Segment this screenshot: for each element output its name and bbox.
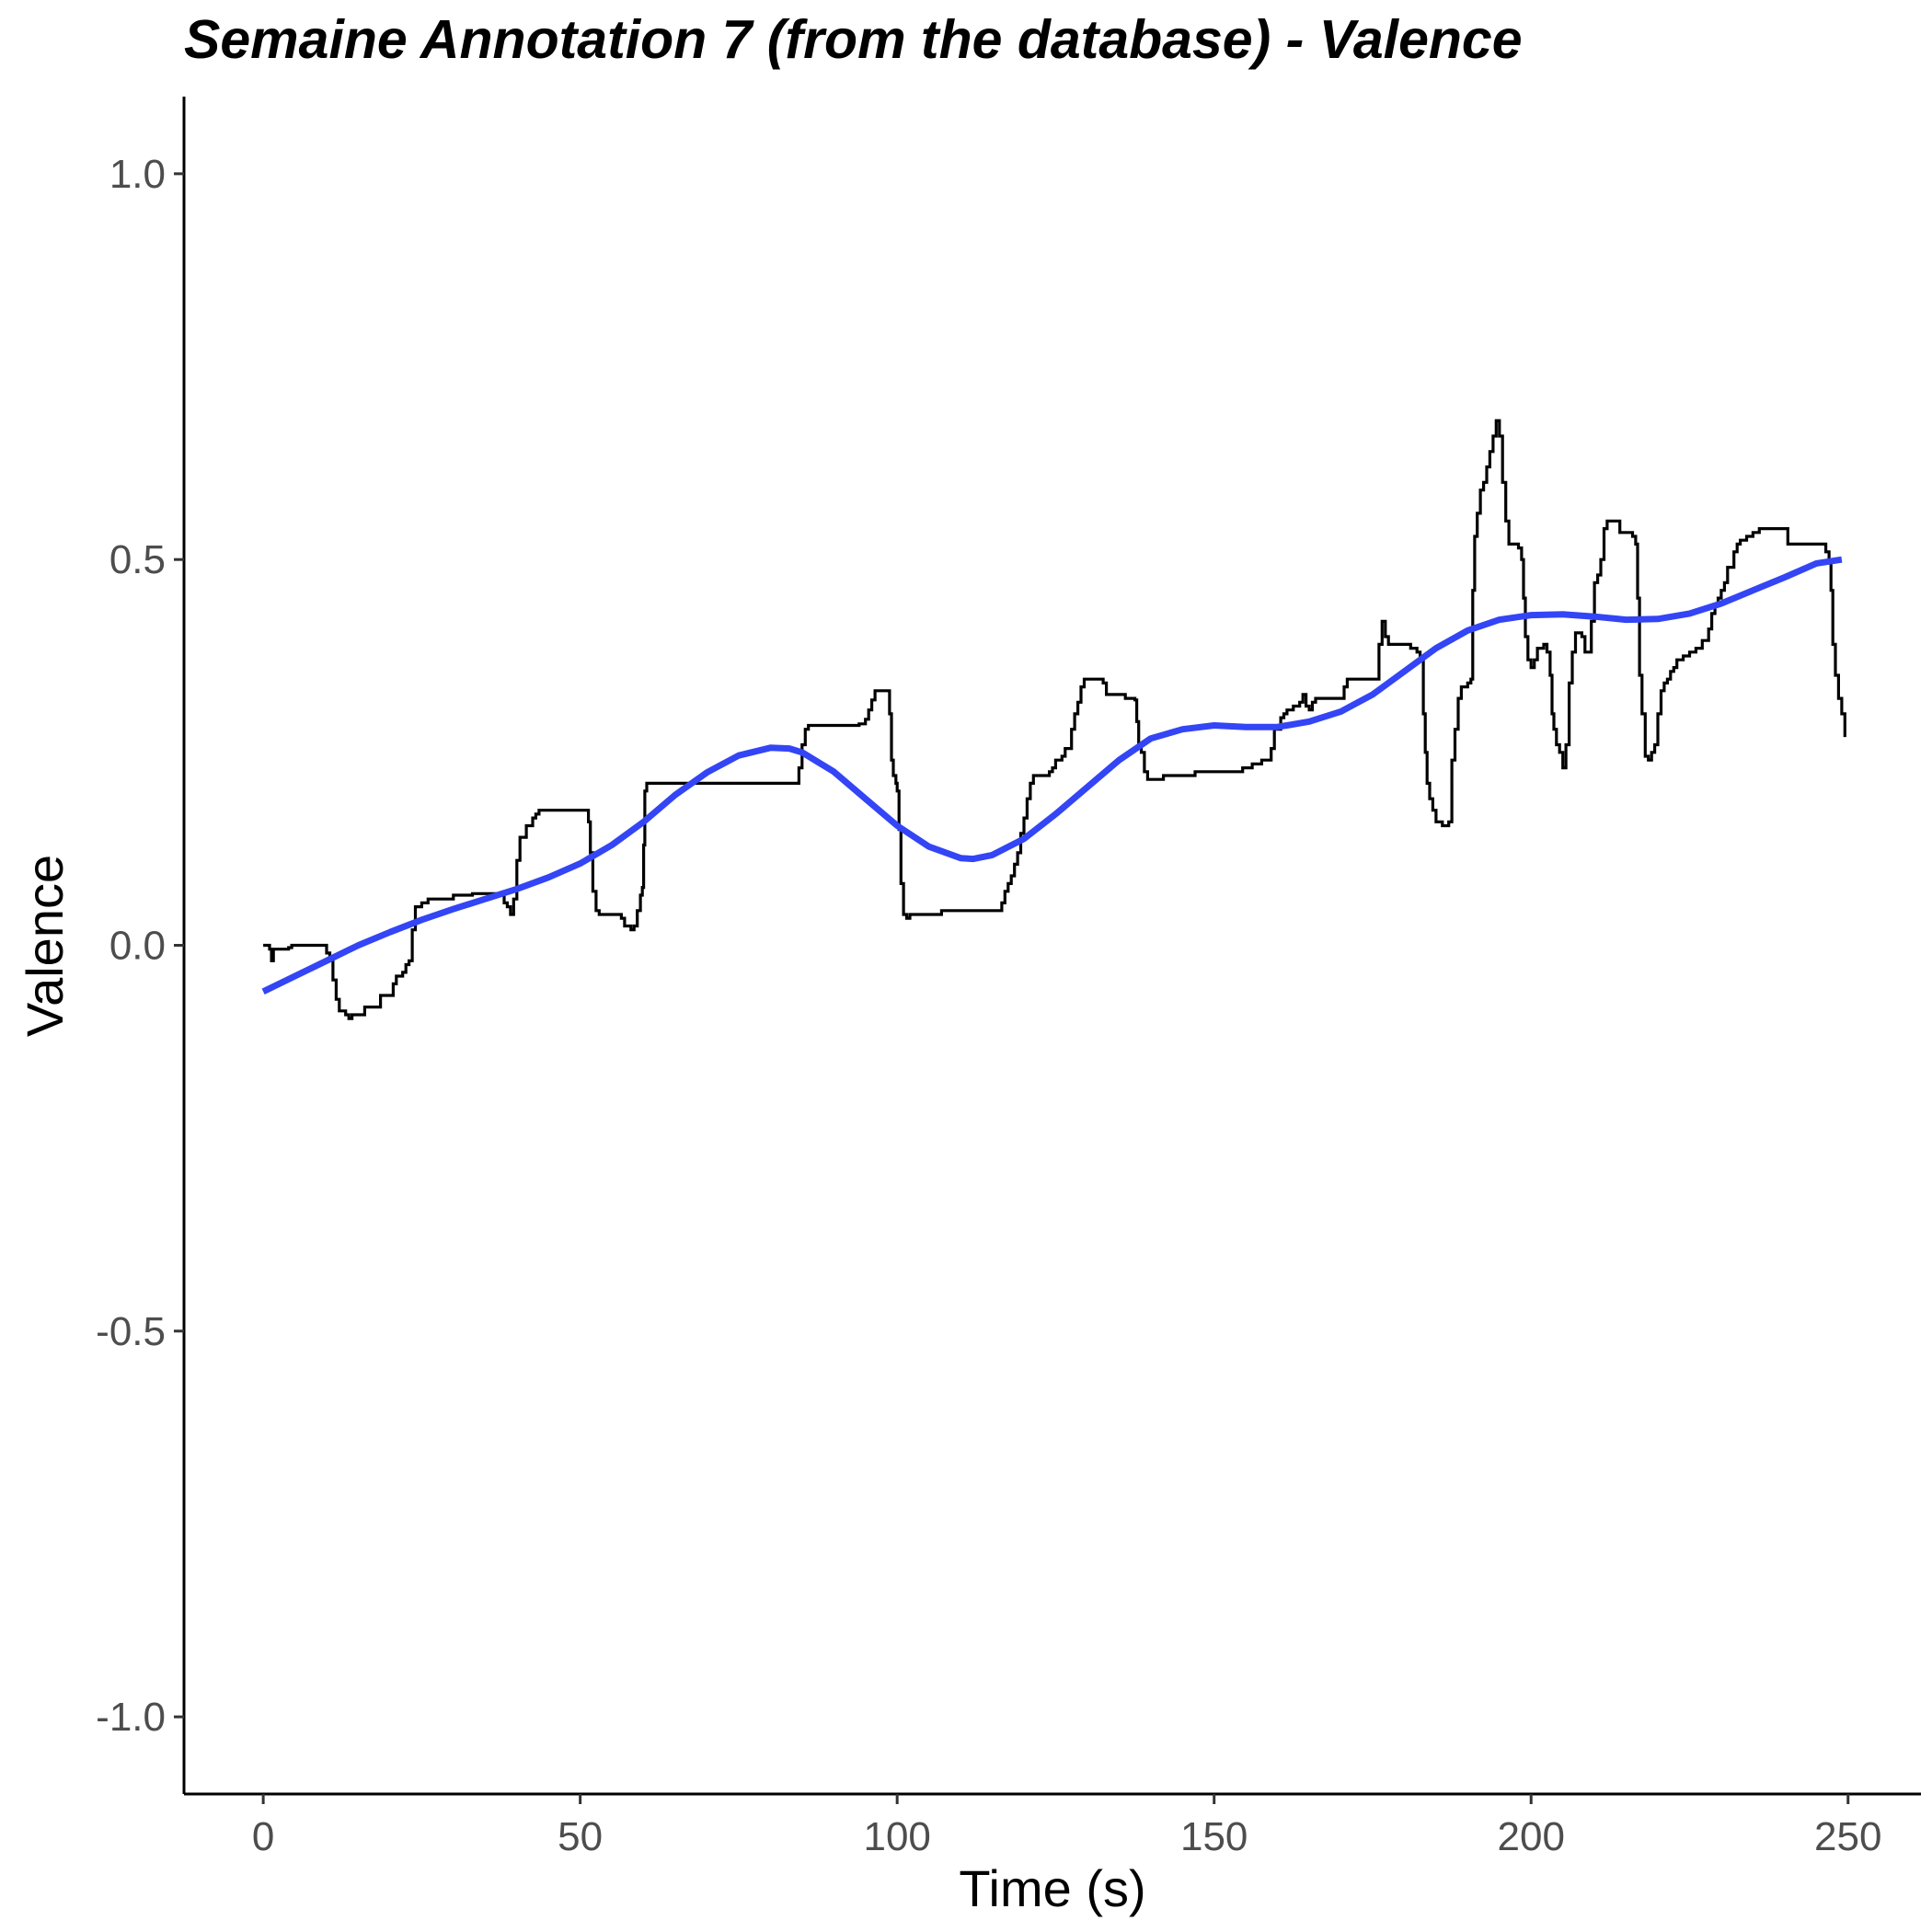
x-tick-label: 50 [558,1814,603,1859]
annotation-line [263,419,1846,1020]
plot-area [261,419,1846,1020]
y-tick-label: -1.0 [96,1695,166,1740]
x-tick-label: 200 [1498,1814,1565,1859]
y-tick-label: 0.0 [109,924,166,969]
y-axis-label: Valence [16,855,74,1037]
y-tick-label: 1.0 [109,152,166,197]
x-tick-label: 250 [1814,1814,1881,1859]
chart-title: Semaine Annotation 7 (from the database)… [184,9,1523,70]
x-tick-label: 150 [1180,1814,1248,1859]
y-tick-label: 0.5 [109,537,166,582]
x-axis-ticks: 0 50 100 150 200 250 [252,1794,1881,1859]
smooth-line [261,556,1843,995]
x-tick-label: 0 [252,1814,274,1859]
x-tick-label: 100 [863,1814,930,1859]
x-axis-label: Time (s) [959,1859,1145,1917]
y-axis-ticks: 1.0 0.5 0.0 -0.5 -1.0 [96,152,184,1740]
y-tick-label: -0.5 [96,1309,166,1354]
